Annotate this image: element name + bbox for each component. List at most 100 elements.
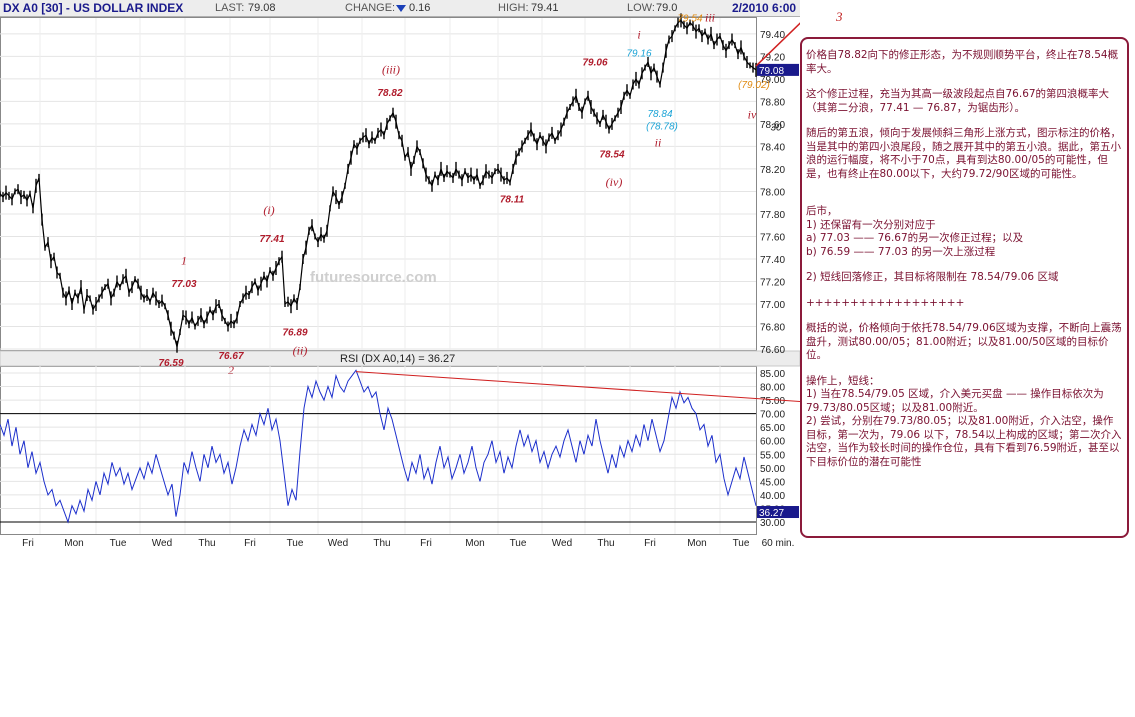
wave-label-3: 3 [836, 9, 843, 24]
quote-header: DX A0 [30] - US DOLLAR INDEX LAST: 79.08… [0, 0, 800, 17]
rsi-title-bar [0, 350, 800, 367]
operations-heading: 操作上，短线： [806, 374, 880, 387]
last-label: LAST: [215, 2, 245, 14]
wave-annotation: iii [705, 11, 715, 25]
rsi-tick-label: 55.00 [760, 450, 785, 461]
wave-annotation: (78.78) [646, 122, 678, 133]
rsi-tick-label: 30.00 [760, 518, 785, 529]
wave-annotation: ii [655, 135, 662, 149]
x-axis-tick-label: Tue [287, 538, 304, 549]
wave-annotation: (i) [263, 203, 274, 217]
last-price-box [757, 63, 799, 76]
wave-annotation: iv [748, 107, 757, 121]
analysis-annotation-box: 价格自78.82向下的修正形态，为不规则顺势平台，终止在78.54概率大。 这个… [800, 37, 1129, 538]
wave-annotation: 78.84 [647, 109, 672, 120]
watermark-futuresource: futuresource.com [310, 269, 437, 286]
x-axis-tick-label: Mon [687, 538, 706, 549]
x-axis-tick-label: Mon [64, 538, 83, 549]
price-tick-label: 77.60 [760, 232, 785, 243]
wave-annotation: (ii) [293, 344, 308, 358]
trend-arrow-line [755, 22, 800, 67]
low-value: 79.0 [656, 2, 678, 14]
rsi-tick-label: 65.00 [760, 423, 785, 434]
price-tick-label: 78.80 [760, 97, 785, 108]
price-tick-label: 78.40 [760, 142, 785, 153]
price-tick-label: 78.00 [760, 187, 785, 198]
high-label: HIGH: [498, 2, 529, 14]
rsi-tick-label: 70.00 [760, 410, 785, 421]
symbol-title: DX A0 [30] - US DOLLAR INDEX [3, 1, 184, 15]
x-axis-tick-label: Fri [22, 538, 34, 549]
x-axis-tick-label: Thu [198, 538, 215, 549]
high-value: 79.41 [531, 2, 559, 14]
rsi-tick-label: 45.00 [760, 477, 785, 488]
wave-annotation: 2 [228, 363, 234, 377]
rsi-tick-label: 50.00 [760, 464, 785, 475]
price-tick-label: 77.40 [760, 255, 785, 266]
future-item-2: 2) 短线回落修正，其目标将限制在 78.54/79.06 区域 [806, 271, 1059, 283]
future-heading: 后市， [806, 205, 838, 217]
change-label: CHANGE: [345, 2, 396, 14]
x-axis-tick-label: Wed [328, 538, 348, 549]
x-axis-tick-label: Tue [510, 538, 527, 549]
wave-annotation: 78.11 [500, 195, 525, 206]
x-axis-tick-label: Mon [465, 538, 484, 549]
x-axis-tick-label: Wed [152, 538, 172, 549]
x-axis-tick-label: Tue [733, 538, 750, 549]
wave-annotation: 78.82 [377, 88, 402, 99]
change-value: 0.16 [409, 2, 431, 14]
operations-item-1: 1) 当在78.54/79.05 区域，介入美元买盘 —— 操作目标依次为79.… [806, 388, 1104, 414]
wave-annotation: (iii) [382, 62, 400, 76]
change-down-icon [393, 2, 409, 14]
price-tick-label: 77.00 [760, 300, 785, 311]
price-tick-label: 76.60 [760, 345, 785, 356]
x-axis-tick-label: 60 min. [762, 538, 795, 549]
price-tick-label: 77.80 [760, 210, 785, 221]
rsi-trendline [355, 371, 800, 402]
wave-annotation: i [637, 27, 640, 41]
x-axis-tick-label: Fri [420, 538, 432, 549]
wave-annotation: 77.03 [171, 279, 196, 290]
rsi-last-box [757, 506, 799, 519]
rsi-tick-label: 75.00 [760, 396, 785, 407]
wave-annotation: 79.54 [677, 14, 702, 25]
separator: ++++++++++++++++++ [806, 296, 965, 309]
wave-annotation: 78.54 [599, 150, 624, 161]
low-label: LOW: [627, 2, 655, 14]
x-axis-tick-label: Fri [644, 538, 656, 549]
rsi-last-label: 36.27 [759, 508, 784, 519]
analysis-paragraph-2: 这个修正过程，充当为其高一级波段起点自76.67的第四浪概率大（其第二分浪，77… [806, 88, 1110, 114]
operations-item-2: 2) 尝试，分别在79.73/80.05；以及81.00附近，介入沽空，操作目标… [806, 415, 1122, 468]
rsi-tick-label: 40.00 [760, 491, 785, 502]
rsi-tick-label: 85.00 [760, 369, 785, 380]
last-value: 79.08 [248, 2, 276, 14]
chart-svg: 79.40 79.20 79.00 78.80 78.60 78.40 78.20 78.00… [0, 11, 800, 549]
rsi-title: RSI (DX A0,14) = 36.27 [340, 353, 455, 365]
x-axis-tick-label: Thu [373, 538, 390, 549]
price-tick-label: 78.20 [760, 165, 785, 176]
wave-annotation: (79.02) [738, 80, 770, 91]
future-item-1a: a) 77.03 —— 76.67的另一次修正过程；以及 [806, 232, 1024, 244]
wave-annotation: 76.59 [158, 358, 183, 369]
last-price-label: 79.08 [759, 66, 784, 77]
x-axis-tick-label: Thu [597, 538, 614, 549]
analysis-paragraph-3: 随后的第五浪，倾向于发展倾斜三角形上涨方式，图示标注的价格，当是其中的第四小浪尾… [806, 127, 1121, 180]
wave-annotation: 79.06 [582, 57, 607, 68]
x-axis-tick-label: Tue [110, 538, 127, 549]
summary-paragraph: 概括的说，价格倾向于依托78.54/79.06区域为支撑，不断向上震荡盘升，测试… [806, 322, 1122, 361]
wave-annotation: 76.89 [282, 327, 307, 338]
price-tick-label: 77.20 [760, 277, 785, 288]
price-panel-frame [0, 17, 757, 351]
rsi-tick-label: 60.00 [760, 437, 785, 448]
price-tick-label: 76.80 [760, 322, 785, 333]
wave-annotation: 76.67 [218, 351, 243, 362]
analysis-paragraph-1: 价格自78.82向下的修正形态，为不规则顺势平台，终止在78.54概率大。 [806, 49, 1119, 75]
wave-annotation: 1 [181, 254, 187, 268]
wave-annotation: 30 [770, 123, 782, 134]
rsi-tick-label: 80.00 [760, 383, 785, 394]
price-tick-label: 79.00 [760, 75, 785, 86]
future-item-1b: b) 76.59 —— 77.03 的另一次上涨过程 [806, 245, 996, 258]
datetime: 2/2010 6:00 [732, 1, 797, 15]
x-axis-tick-label: Wed [552, 538, 572, 549]
x-axis-tick-label: Fri [244, 538, 256, 549]
